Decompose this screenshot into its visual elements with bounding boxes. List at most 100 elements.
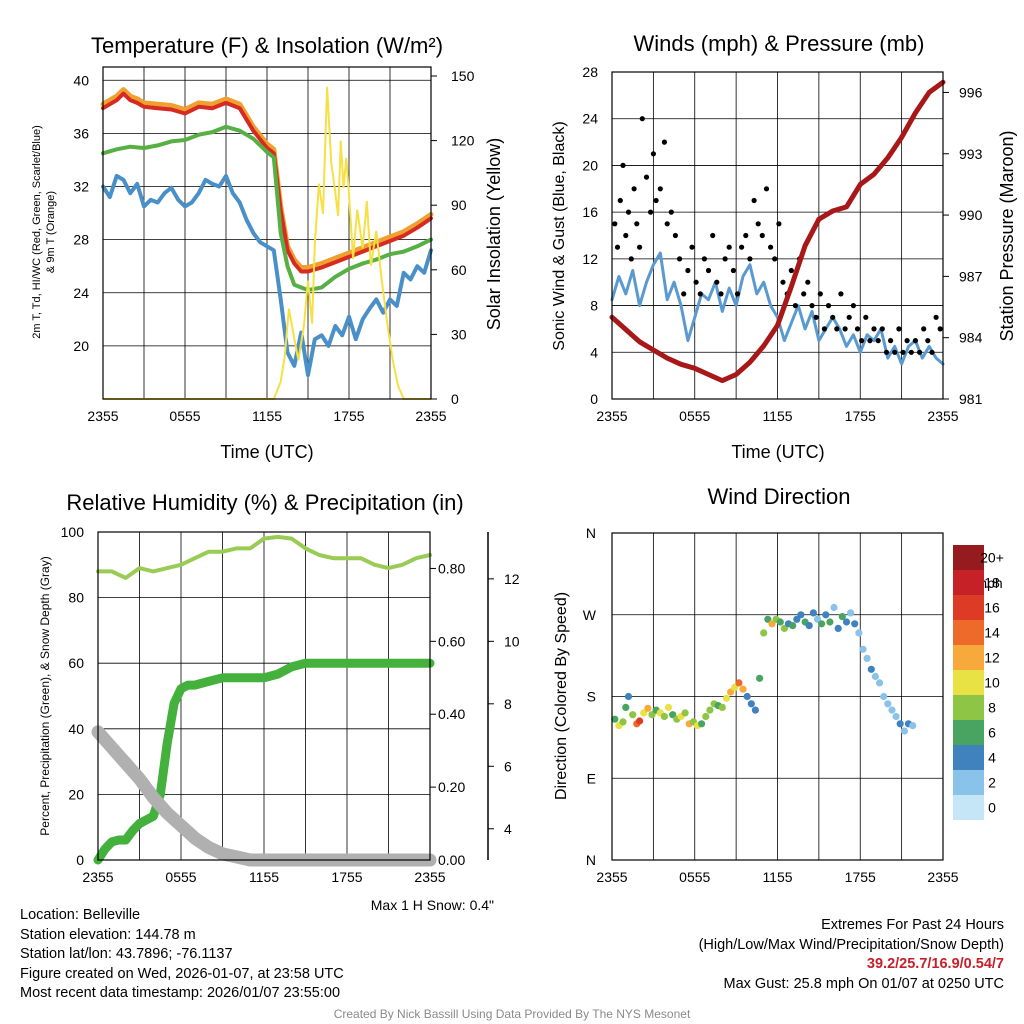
direction-point bbox=[731, 683, 739, 692]
winds-y2tick-label: 990 bbox=[959, 207, 983, 223]
legend-label: 0 bbox=[988, 800, 996, 816]
temperature-xtick-label: 2355 bbox=[415, 408, 446, 424]
gust-point bbox=[780, 279, 786, 285]
humidity-xtick-label: 0555 bbox=[165, 869, 196, 885]
gust-point bbox=[933, 314, 939, 320]
9m-t-line bbox=[100, 87, 434, 270]
winds-ytick-label: 16 bbox=[582, 204, 598, 220]
gust-point bbox=[883, 349, 890, 355]
gust-point bbox=[830, 314, 836, 320]
snow-tick-label: 6 bbox=[504, 758, 512, 774]
direction-point bbox=[718, 703, 726, 712]
gust-point bbox=[821, 326, 828, 332]
direction-point bbox=[735, 679, 743, 687]
direction-point bbox=[892, 712, 900, 721]
legend-swatch bbox=[953, 595, 984, 620]
gust-point bbox=[809, 303, 815, 309]
gust-point bbox=[617, 197, 623, 204]
gust-point bbox=[879, 326, 885, 332]
direction-point bbox=[818, 620, 826, 628]
direction-point bbox=[830, 603, 838, 612]
solar-insolation-line bbox=[103, 86, 431, 400]
gust-point bbox=[705, 267, 712, 274]
humidity-ytick-label: 0 bbox=[76, 852, 84, 868]
temperature-title: Temperature (F) & Insolation (W/m²) bbox=[91, 33, 443, 58]
winds-ylabel-right: Station Pressure (Maroon) bbox=[997, 130, 1017, 341]
gust-point bbox=[701, 256, 708, 262]
legend-swatch bbox=[953, 745, 984, 770]
gust-point bbox=[834, 326, 840, 332]
created-text: Figure created on Wed, 2026-01-07, at 23… bbox=[20, 965, 344, 982]
gust-point bbox=[904, 338, 910, 344]
winds-xtick-label: 0555 bbox=[679, 408, 710, 424]
direction-point bbox=[900, 727, 909, 735]
direction-point bbox=[834, 624, 842, 633]
humidity-panel: Relative Humidity (%) & Precipitation (i… bbox=[38, 490, 520, 913]
max-gust-text: Max Gust: 25.8 mph On 01/07 at 0250 UTC bbox=[723, 975, 1004, 992]
gust-point bbox=[693, 279, 699, 285]
direction-point bbox=[876, 679, 884, 687]
humidity-y2tick-label: 0.40 bbox=[438, 706, 465, 722]
snow-tick-label: 4 bbox=[504, 821, 512, 837]
gust-point bbox=[677, 256, 683, 262]
direction-point bbox=[896, 720, 904, 728]
winds-ylabel-left: Sonic Wind & Gust (Blue, Black) bbox=[551, 121, 568, 350]
gust-point bbox=[863, 314, 869, 320]
humidity-title: Relative Humidity (%) & Precipitation (i… bbox=[66, 490, 463, 515]
snow-tick-label: 10 bbox=[504, 633, 520, 649]
extremes-block: Extremes For Past 24 Hours (High/Low/Max… bbox=[699, 916, 1004, 994]
direction-point bbox=[822, 611, 830, 619]
gust-point bbox=[672, 232, 679, 239]
temperature-xlabel: Time (UTC) bbox=[220, 442, 313, 462]
temperature-panel: Temperature (F) & Insolation (W/m²) Time… bbox=[31, 33, 504, 462]
gust-point bbox=[892, 349, 898, 355]
direction-point bbox=[698, 720, 706, 728]
winds-xlabel: Time (UTC) bbox=[731, 442, 824, 462]
gust-point bbox=[838, 291, 844, 297]
humidity-ylabel-left: Percent, Precipitation (Green), & Snow D… bbox=[38, 556, 52, 835]
gust-point bbox=[747, 256, 753, 262]
direction-point bbox=[664, 703, 673, 712]
gust-point bbox=[689, 244, 695, 250]
temperature-y2tick-label: 120 bbox=[451, 133, 475, 149]
gust-point bbox=[625, 209, 632, 215]
gust-point bbox=[925, 338, 931, 344]
legend-swatch bbox=[953, 670, 984, 695]
direction-panel: Wind Direction Direction (Colored By Spe… bbox=[553, 484, 1004, 885]
direction-point bbox=[648, 711, 656, 719]
winds-ytick-label: 24 bbox=[582, 111, 598, 127]
temperature-y2tick-label: 30 bbox=[451, 326, 467, 342]
temperature-xtick-label: 1755 bbox=[333, 408, 364, 424]
direction-point bbox=[847, 609, 855, 617]
location-text: Location: Belleville bbox=[20, 907, 141, 923]
legend-swatch bbox=[953, 695, 984, 720]
direction-point bbox=[739, 685, 747, 693]
direction-point bbox=[747, 700, 755, 708]
humidity-ytick-label: 60 bbox=[68, 655, 84, 671]
gust-point bbox=[714, 279, 720, 285]
direction-ytick-label: S bbox=[587, 689, 596, 705]
direction-point bbox=[702, 712, 710, 721]
legend-label: 20+ bbox=[980, 550, 1004, 566]
humidity-y2tick-label: 0.00 bbox=[438, 852, 465, 868]
recent-text: Most recent data timestamp: 2026/01/07 2… bbox=[20, 985, 341, 1001]
direction-xtick-label: 1755 bbox=[845, 869, 876, 885]
direction-point bbox=[727, 688, 735, 696]
legend-label: 2 bbox=[988, 775, 996, 791]
winds-ytick-label: 20 bbox=[582, 157, 598, 173]
sonic-wind-line bbox=[610, 251, 945, 366]
direction-point bbox=[622, 703, 630, 712]
legend-swatch bbox=[953, 720, 984, 745]
direction-point bbox=[851, 620, 859, 628]
gust-point bbox=[631, 186, 637, 192]
direction-point bbox=[863, 654, 871, 663]
temperature-y2tick-label: 60 bbox=[451, 262, 467, 278]
winds-ytick-label: 28 bbox=[582, 64, 598, 80]
direction-point bbox=[884, 700, 892, 708]
gust-point bbox=[917, 349, 923, 355]
gust-point bbox=[937, 326, 943, 332]
gust-point bbox=[850, 303, 857, 309]
gust-point bbox=[842, 326, 848, 332]
winds-y2tick-label: 981 bbox=[959, 391, 983, 407]
gust-point bbox=[859, 338, 865, 344]
